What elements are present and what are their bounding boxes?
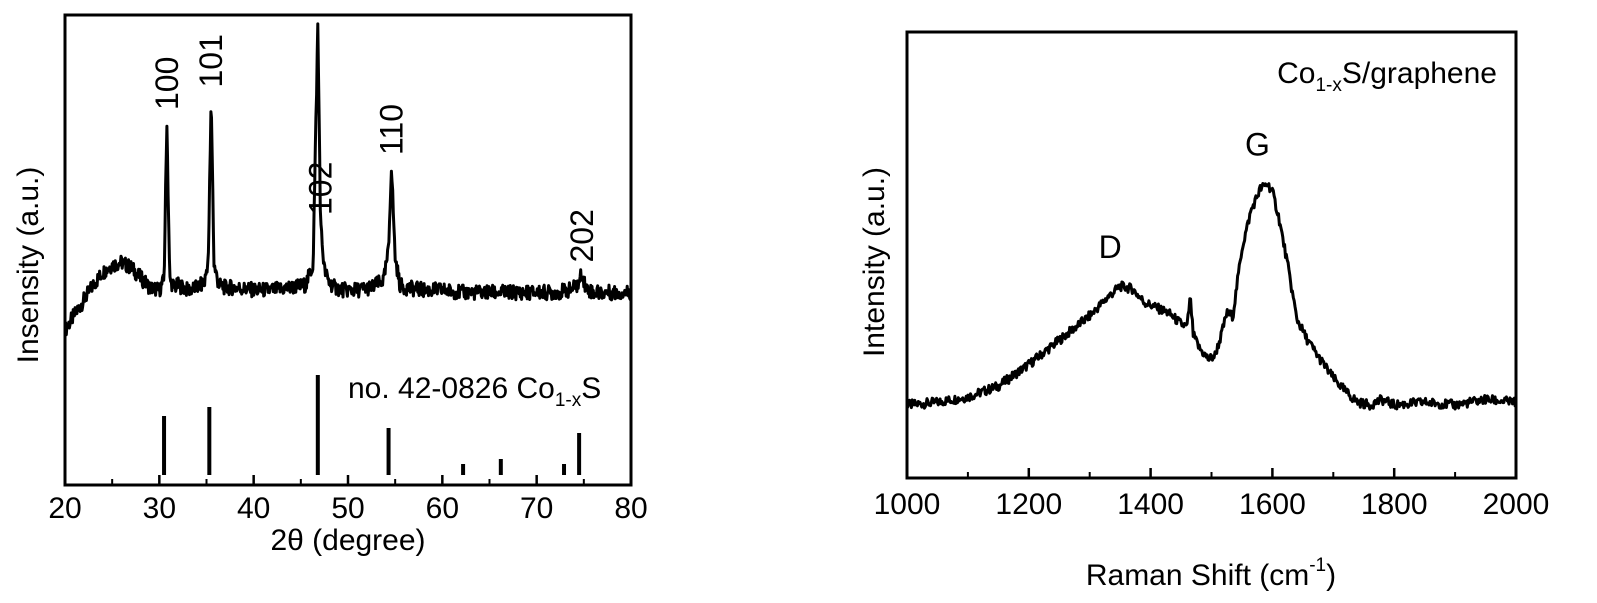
raman-x-axis-title-main: Raman Shift (cm [1086,559,1309,592]
xrd-peak-label: 102 [303,162,339,215]
xrd-x-tick-label: 40 [237,492,270,525]
xrd-x-tick-label: 30 [143,492,176,525]
raman-x-axis-title-tail: ) [1326,559,1336,592]
xrd-y-axis-title: Insensity (a.u.) [12,167,45,364]
xrd-reference-label-sub: 1-x [555,390,582,411]
raman-annotation-sub: 1-x [1315,75,1342,96]
raman-x-tick-label: 1000 [874,488,941,521]
raman-peak-label: D [1099,229,1122,265]
raman-x-axis-title-sup: -1 [1309,555,1326,576]
raman-y-axis-title: Intensity (a.u.) [858,167,891,357]
raman-x-tick-label: 1200 [995,488,1062,521]
xrd-x-ticks: 20 30 40 50 60 70 80 [48,475,648,525]
raman-x-ticks: 1000 1200 1400 1600 1800 2000 [874,468,1550,521]
raman-annotation-tail: S/graphene [1342,57,1497,90]
xrd-peak-labels: 100 101 102 110 202 [149,34,600,262]
raman-x-axis-title: Raman Shift (cm-1) [1086,555,1336,592]
xrd-x-tick-label: 70 [520,492,553,525]
raman-x-tick-label: 1600 [1239,488,1306,521]
raman-plot-frame [905,30,1518,480]
raman-peak-label: G [1245,127,1270,163]
xrd-reference-label-tail: S [581,372,601,405]
xrd-peak-label: 100 [149,57,185,110]
xrd-x-tick-label: 80 [614,492,647,525]
raman-x-tick-label: 1400 [1117,488,1184,521]
xrd-reference-label-main: no. 42-0826 Co [348,372,555,405]
raman-sample-annotation: Co1-xS/graphene [1277,57,1497,96]
xrd-x-tick-label: 60 [426,492,459,525]
xrd-reference-sticks [162,375,582,475]
xrd-reference-label: no. 42-0826 Co1-xS [348,372,601,411]
xrd-peak-label: 202 [564,209,600,262]
xrd-peak-label: 101 [193,34,229,87]
raman-panel: 1000 1200 1400 1600 1800 2000 DG Co1-xS/graph… [858,30,1550,592]
xrd-panel: 20 30 40 50 60 70 80 100 101 102 110 202 no. 42-08… [12,13,648,557]
raman-x-tick-label: 2000 [1483,488,1550,521]
xrd-pattern-line [63,22,633,338]
xrd-x-tick-label: 20 [48,492,81,525]
raman-annotation-main: Co [1277,57,1315,90]
xrd-peak-label: 110 [373,104,409,155]
raman-peak-labels: DG [1099,127,1270,266]
raman-x-tick-label: 1800 [1361,488,1428,521]
xrd-x-axis-title: 2θ (degree) [270,524,425,557]
raman-spectrum-line [905,182,1518,411]
xrd-x-tick-label: 50 [331,492,364,525]
